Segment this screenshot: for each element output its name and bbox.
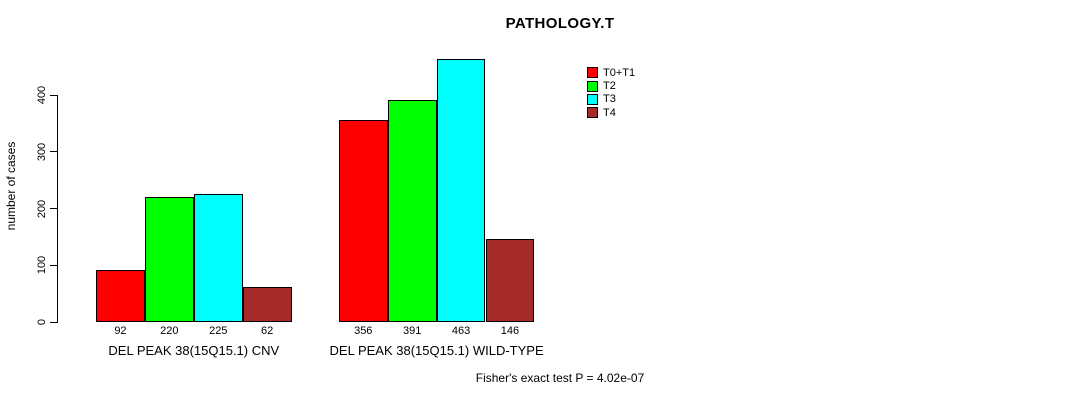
legend-label: T3 — [603, 93, 616, 106]
y-axis-tick — [50, 264, 57, 266]
bar-t4 — [242, 286, 292, 322]
y-axis-line — [57, 95, 58, 323]
bar-t2 — [387, 100, 437, 322]
bar-value-label: 92 — [114, 325, 127, 337]
bar-t4 — [485, 239, 535, 322]
y-axis-tick — [50, 208, 57, 209]
legend-label: T0+T1 — [603, 66, 636, 79]
y-axis-tick — [50, 151, 57, 153]
y-tick-label: 400 — [36, 85, 48, 105]
bar-t2 — [144, 197, 194, 322]
bar-t3 — [436, 59, 486, 322]
legend-label: T2 — [603, 80, 616, 93]
legend-item: T2 — [587, 79, 635, 92]
legend-item: T3 — [587, 93, 635, 106]
bar-value-label: 391 — [402, 325, 422, 337]
bar-t3 — [193, 194, 243, 322]
y-tick-label: 200 — [36, 199, 48, 218]
legend-item: T0+T1 — [587, 66, 635, 79]
legend-swatch — [587, 80, 598, 92]
legend: T0+T1 T2 T3 T4 — [587, 66, 635, 120]
bar-value-label: 146 — [500, 325, 520, 337]
bar-value-label: 62 — [261, 325, 274, 337]
legend-swatch — [587, 107, 598, 119]
bar-value-label: 356 — [354, 325, 373, 337]
fisher-test-note: Fisher's exact test P = 4.02e-07 — [475, 371, 645, 385]
y-tick-label: 300 — [36, 142, 48, 161]
legend-swatch — [587, 67, 598, 79]
bar-t0-t1 — [96, 269, 145, 322]
y-axis-tick — [50, 94, 57, 96]
bar-t0-t1 — [338, 119, 388, 322]
y-tick-label: 100 — [36, 256, 48, 275]
group-label: DEL PEAK 38(15Q15.1) CNV — [108, 343, 280, 358]
y-tick-label: 0 — [36, 318, 48, 326]
legend-swatch — [587, 93, 598, 105]
group-label: DEL PEAK 38(15Q15.1) WILD-TYPE — [329, 343, 544, 358]
bar-value-label: 463 — [451, 325, 471, 337]
legend-label: T4 — [603, 106, 616, 119]
legend-item: T4 — [587, 106, 635, 119]
bar-value-label: 220 — [160, 325, 179, 337]
y-axis-tick — [50, 321, 57, 323]
bar-value-label: 225 — [209, 325, 228, 337]
chart-title: PATHOLOGY.T — [505, 15, 615, 32]
